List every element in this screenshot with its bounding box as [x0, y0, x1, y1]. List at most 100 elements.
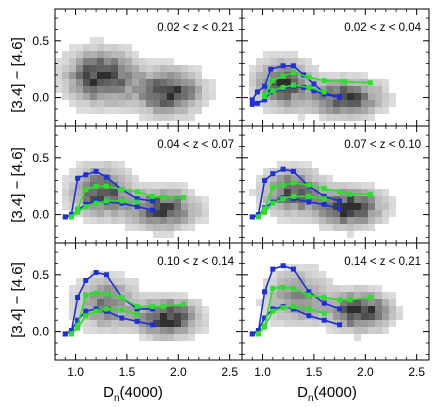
- density-cell: [256, 72, 263, 79]
- density-cell: [298, 65, 305, 72]
- density-cell: [298, 299, 305, 306]
- density-cell: [375, 210, 382, 217]
- density-cell: [326, 175, 333, 182]
- density-cell: [188, 79, 195, 86]
- density-cell: [354, 86, 361, 93]
- density-cell: [277, 72, 284, 79]
- density-cell: [291, 217, 298, 224]
- density-cell: [174, 79, 181, 86]
- density-cell: [160, 292, 167, 299]
- density-cell: [277, 306, 284, 313]
- density-cell: [76, 58, 83, 65]
- density-cell: [132, 292, 139, 299]
- density-cell: [326, 79, 333, 86]
- density-cell: [139, 107, 146, 114]
- density-cell: [263, 107, 270, 114]
- green-data-point: [270, 200, 276, 206]
- density-cell: [132, 299, 139, 306]
- density-cell: [181, 100, 188, 107]
- density-cell: [277, 100, 284, 107]
- density-cell: [347, 217, 354, 224]
- density-cell: [195, 203, 202, 210]
- density-cell: [167, 231, 174, 238]
- density-cell: [76, 182, 83, 189]
- density-cell: [361, 210, 368, 217]
- density-cell: [298, 107, 305, 114]
- green-data-point: [270, 285, 276, 291]
- blue-data-point: [134, 196, 140, 202]
- density-cell: [291, 65, 298, 72]
- blue-data-point: [262, 315, 268, 321]
- green-data-point: [119, 307, 125, 313]
- blue-data-point: [290, 168, 296, 174]
- green-data-point: [119, 187, 125, 193]
- density-cell: [284, 189, 291, 196]
- density-cell: [132, 217, 139, 224]
- density-cell: [340, 93, 347, 100]
- density-cell: [202, 196, 209, 203]
- density-cell: [354, 320, 361, 327]
- density-cell: [90, 93, 97, 100]
- blue-data-point: [62, 331, 68, 337]
- density-cell: [111, 107, 118, 114]
- density-cell: [104, 217, 111, 224]
- density-cell: [181, 65, 188, 72]
- density-cell: [326, 217, 333, 224]
- density-cell: [375, 313, 382, 320]
- density-cell: [146, 93, 153, 100]
- density-cell: [270, 100, 277, 107]
- density-cell: [153, 182, 160, 189]
- density-cell: [174, 224, 181, 231]
- density-cell: [160, 93, 167, 100]
- blue-data-point: [337, 322, 343, 328]
- density-cell: [104, 327, 111, 334]
- blue-data-point: [262, 97, 268, 103]
- green-data-point: [290, 70, 296, 76]
- density-cell: [340, 182, 347, 189]
- density-cell: [83, 175, 90, 182]
- blue-data-point: [254, 100, 260, 106]
- density-cell: [160, 217, 167, 224]
- density-cell: [174, 189, 181, 196]
- density-cell: [368, 196, 375, 203]
- density-cell: [90, 175, 97, 182]
- blue-data-point: [68, 328, 74, 333]
- density-cell: [139, 86, 146, 93]
- density-cell: [340, 114, 347, 121]
- green-data-point: [93, 290, 99, 296]
- density-cell: [375, 100, 382, 107]
- density-cell: [62, 182, 69, 189]
- green-data-point: [255, 214, 261, 220]
- density-cell: [333, 217, 340, 224]
- density-cell: [69, 306, 76, 313]
- green-data-point: [321, 295, 327, 300]
- green-data-point: [119, 198, 125, 204]
- density-cell: [181, 217, 188, 224]
- density-cell: [174, 320, 181, 327]
- density-cell: [146, 217, 153, 224]
- density-cell: [333, 210, 340, 217]
- density-cell: [104, 203, 111, 210]
- density-cell: [132, 100, 139, 107]
- green-data-point: [262, 324, 268, 330]
- blue-data-point: [280, 263, 286, 269]
- green-data-point: [93, 183, 99, 189]
- density-cell: [277, 93, 284, 100]
- density-cell: [139, 203, 146, 210]
- density-cell: [326, 196, 333, 203]
- density-cell: [132, 65, 139, 72]
- density-cell: [181, 114, 188, 121]
- density-cell: [104, 51, 111, 58]
- density-cell: [270, 51, 277, 58]
- density-cell: [368, 320, 375, 327]
- density-cell: [167, 203, 174, 210]
- density-cell: [256, 182, 263, 189]
- density-cell: [347, 285, 354, 292]
- density-cell: [305, 264, 312, 271]
- density-map: [256, 264, 403, 341]
- density-cell: [389, 100, 396, 107]
- density-cell: [312, 313, 319, 320]
- density-cell: [97, 72, 104, 79]
- density-cell: [270, 313, 277, 320]
- density-cell: [62, 196, 69, 203]
